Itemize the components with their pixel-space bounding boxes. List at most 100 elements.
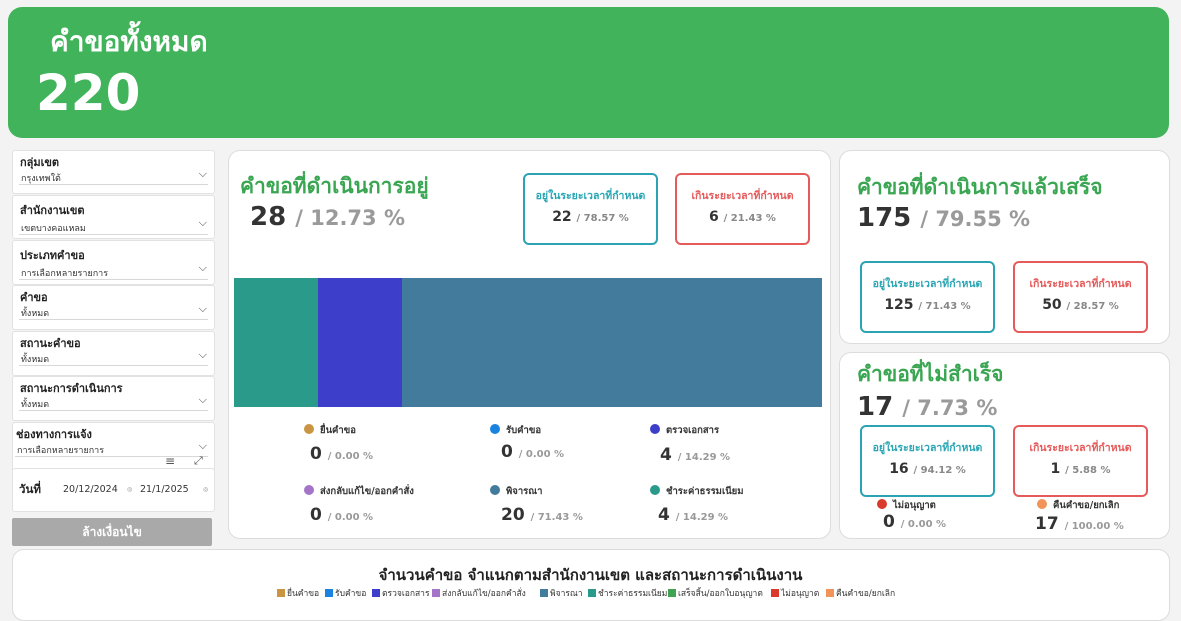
filter-label: คำขอ bbox=[20, 291, 48, 304]
clear-filters-button[interactable]: ล้างเงื่อนไข bbox=[12, 518, 212, 546]
stage-value: 4 / 14.29 % bbox=[660, 445, 731, 465]
legend-dot bbox=[304, 424, 314, 434]
divider bbox=[19, 279, 208, 280]
legend-swatch bbox=[277, 589, 285, 597]
stage-legend-item: ชำระค่าธรรมเนียม bbox=[650, 484, 744, 499]
bar-segment[interactable] bbox=[234, 278, 318, 407]
expand-icon[interactable]: ⤢ bbox=[194, 454, 203, 467]
date-label: วันที่ bbox=[19, 482, 41, 496]
chart-legend-item: ไม่อนุญาต bbox=[771, 586, 819, 600]
completed-count: 175 / 79.55 % bbox=[857, 203, 1031, 233]
filter-value: การเลือกหลายรายการ bbox=[21, 269, 109, 279]
date-to-input[interactable]: 21/1/2025 bbox=[140, 484, 189, 495]
stage-value: 0 / 0.00 % bbox=[310, 505, 374, 525]
filter-value: การเลือกหลายรายการ bbox=[17, 446, 105, 456]
failed-on-time-box: อยู่ในระยะเวลาที่กำหนด 16 / 94.12 % bbox=[860, 425, 995, 497]
chart-legend-item: ชำระค่าธรรมเนียม bbox=[588, 586, 667, 600]
filter-value: ทั้งหมด bbox=[21, 309, 50, 319]
overdue-label: เกินระยะเวลาที่กำหนด bbox=[1029, 442, 1132, 454]
filter-value: ทั้งหมด bbox=[21, 355, 50, 365]
failed-count: 17 / 7.73 % bbox=[857, 392, 998, 422]
bar-segment[interactable] bbox=[318, 278, 402, 407]
filter-operation-status[interactable]: สถานะการดำเนินการ ทั้งหมด ⌵ bbox=[12, 376, 215, 421]
failed-overdue-box: เกินระยะเวลาที่กำหนด 1 / 5.88 % bbox=[1013, 425, 1148, 497]
filter-value: กรุงเทพใต้ bbox=[21, 174, 61, 184]
chart-legend-item: รับคำขอ bbox=[325, 586, 366, 600]
failed-title: คำขอที่ไม่สำเร็จ bbox=[857, 362, 1004, 386]
completed-overdue-box: เกินระยะเวลาที่กำหนด 50 / 28.57 % bbox=[1013, 261, 1148, 333]
on-time-value: 125 / 71.43 % bbox=[884, 297, 971, 313]
stage-legend-item: พิจารณา bbox=[490, 484, 542, 499]
chart-legend-item: คืนคำขอ/ยกเลิก bbox=[826, 586, 895, 600]
total-requests-count: 220 bbox=[36, 64, 141, 122]
chevron-down-icon[interactable]: ⌵ bbox=[198, 439, 207, 452]
divider bbox=[19, 184, 208, 185]
legend-swatch bbox=[771, 589, 779, 597]
outcome-value: 0 / 0.00 % bbox=[883, 512, 947, 532]
filter-label: ประเภทคำขอ bbox=[20, 249, 85, 262]
legend-dot bbox=[1037, 499, 1047, 509]
completed-title: คำขอที่ดำเนินการแล้วเสร็จ bbox=[857, 175, 1103, 199]
filter-value: เขตบางคอแหลม bbox=[21, 224, 86, 234]
chevron-down-icon[interactable]: ⌵ bbox=[198, 167, 207, 180]
filter-district-office[interactable]: สำนักงานเขต เขตบางคอแหลม ⌵ bbox=[12, 195, 215, 239]
stage-value: 0 / 0.00 % bbox=[501, 442, 565, 462]
total-requests-banner bbox=[8, 7, 1169, 138]
overdue-label: เกินระยะเวลาที่กำหนด bbox=[1029, 278, 1132, 290]
chart-legend-item: ส่งกลับแก้ไข/ออกคำสั่ง bbox=[432, 586, 526, 600]
filter-request-type[interactable]: ประเภทคำขอ การเลือกหลายรายการ ⌵ bbox=[12, 240, 215, 285]
date-filter: วันที่ 20/12/2024 ◎ 21/1/2025 ◎ bbox=[12, 468, 215, 512]
bar-segment[interactable] bbox=[402, 278, 822, 407]
filter-request[interactable]: คำขอ ทั้งหมด ⌵ bbox=[12, 285, 215, 330]
legend-dot bbox=[650, 424, 660, 434]
stage-legend-item: ตรวจเอกสาร bbox=[650, 423, 719, 438]
calendar-icon[interactable]: ◎ bbox=[127, 486, 133, 493]
on-time-label: อยู่ในระยะเวลาที่กำหนด bbox=[535, 190, 646, 202]
filter-request-status[interactable]: สถานะคำขอ ทั้งหมด ⌵ bbox=[12, 331, 215, 376]
legend-dot bbox=[304, 485, 314, 495]
chart-legend-item: เสร็จสิ้น/ออกใบอนุญาต bbox=[668, 586, 763, 600]
total-requests-title: คำขอทั้งหมด bbox=[50, 25, 208, 58]
stage-value: 4 / 14.29 % bbox=[658, 505, 729, 525]
chevron-down-icon[interactable]: ⌵ bbox=[198, 261, 207, 274]
legend-swatch bbox=[432, 589, 440, 597]
filter-label: สำนักงานเขต bbox=[20, 204, 85, 217]
in-progress-on-time-box: อยู่ในระยะเวลาที่กำหนด 22 / 78.57 % bbox=[523, 173, 658, 245]
date-from-input[interactable]: 20/12/2024 bbox=[63, 484, 118, 495]
district-status-chart-title: จำนวนคำขอ จำแนกตามสำนักงานเขต และสถานะกา… bbox=[378, 566, 803, 584]
filter-label: กลุ่มเขต bbox=[20, 156, 60, 169]
divider bbox=[19, 365, 208, 366]
stage-value: 0 / 0.00 % bbox=[310, 444, 374, 464]
on-time-value: 16 / 94.12 % bbox=[889, 461, 966, 477]
chevron-down-icon[interactable]: ⌵ bbox=[198, 216, 207, 229]
filter-label: ช่องทางการแจ้ง bbox=[16, 428, 92, 441]
stage-stacked-bar bbox=[234, 278, 822, 407]
chart-legend-item: พิจารณา bbox=[540, 586, 583, 600]
legend-dot bbox=[490, 485, 500, 495]
filter-lines-icon[interactable]: ≡ bbox=[165, 454, 176, 468]
overdue-value: 50 / 28.57 % bbox=[1042, 297, 1119, 313]
calendar-icon[interactable]: ◎ bbox=[203, 486, 209, 493]
divider bbox=[15, 456, 208, 457]
outcome-value: 17 / 100.00 % bbox=[1035, 514, 1124, 534]
filter-label: สถานะคำขอ bbox=[20, 337, 81, 350]
outcome-legend-item: ไม่อนุญาต bbox=[877, 498, 936, 513]
filter-zone-group[interactable]: กลุ่มเขต กรุงเทพใต้ ⌵ bbox=[12, 150, 215, 194]
stage-value: 20 / 71.43 % bbox=[501, 505, 583, 525]
on-time-label: อยู่ในระยะเวลาที่กำหนด bbox=[872, 442, 983, 454]
chevron-down-icon[interactable]: ⌵ bbox=[198, 348, 207, 361]
on-time-value: 22 / 78.57 % bbox=[552, 209, 629, 225]
in-progress-overdue-box: เกินระยะเวลาที่กำหนด 6 / 21.43 % bbox=[675, 173, 810, 245]
legend-dot bbox=[650, 485, 660, 495]
chevron-down-icon[interactable]: ⌵ bbox=[198, 302, 207, 315]
legend-swatch bbox=[588, 589, 596, 597]
legend-swatch bbox=[668, 589, 676, 597]
chart-legend-item: ยื่นคำขอ bbox=[277, 586, 319, 600]
filter-value: ทั้งหมด bbox=[21, 400, 50, 410]
chevron-down-icon[interactable]: ⌵ bbox=[198, 393, 207, 406]
stage-legend-item: ยื่นคำขอ bbox=[304, 423, 356, 438]
divider bbox=[19, 319, 208, 320]
on-time-label: อยู่ในระยะเวลาที่กำหนด bbox=[872, 278, 983, 290]
in-progress-title: คำขอที่ดำเนินการอยู่ bbox=[240, 174, 429, 198]
filter-channel[interactable]: ช่องทางการแจ้ง การเลือกหลายรายการ ⌵ ≡ ⤢ bbox=[12, 422, 215, 473]
